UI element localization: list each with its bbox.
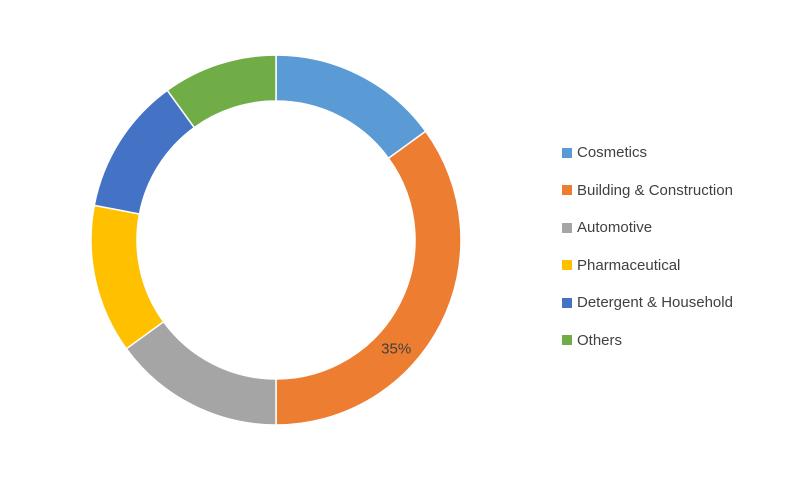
legend-label: Others — [577, 331, 623, 349]
legend-item: Building & Construction — [562, 172, 733, 210]
legend-swatch — [562, 335, 572, 346]
legend-swatch — [562, 297, 572, 308]
legend-item: Cosmetics — [562, 134, 733, 172]
legend-swatch — [562, 260, 572, 271]
donut-slice-automotive — [125, 320, 277, 426]
legend-item: Pharmaceutical — [562, 247, 733, 285]
legend-item: Others — [562, 322, 733, 360]
legend-label: Pharmaceutical — [577, 256, 681, 274]
legend-label: Detergent & Household — [577, 294, 733, 312]
donut-slice-others — [166, 54, 277, 129]
donut-slice-detergent-household — [93, 89, 196, 215]
donut-slice-cosmetics — [275, 54, 427, 160]
legend-label: Cosmetics — [577, 144, 648, 162]
donut-slice-building-construction — [275, 130, 462, 426]
legend: Cosmetics Building & Construction Automoti… — [562, 134, 733, 359]
data-label: 35% — [381, 341, 411, 358]
legend-swatch — [562, 147, 572, 158]
legend-item: Detergent & Household — [562, 284, 733, 322]
legend-item: Automotive — [562, 209, 733, 247]
legend-label: Automotive — [577, 219, 653, 237]
legend-swatch — [562, 222, 572, 233]
donut-slice-pharmaceutical — [90, 204, 165, 350]
legend-swatch — [562, 185, 572, 196]
legend-label: Building & Construction — [577, 181, 733, 199]
